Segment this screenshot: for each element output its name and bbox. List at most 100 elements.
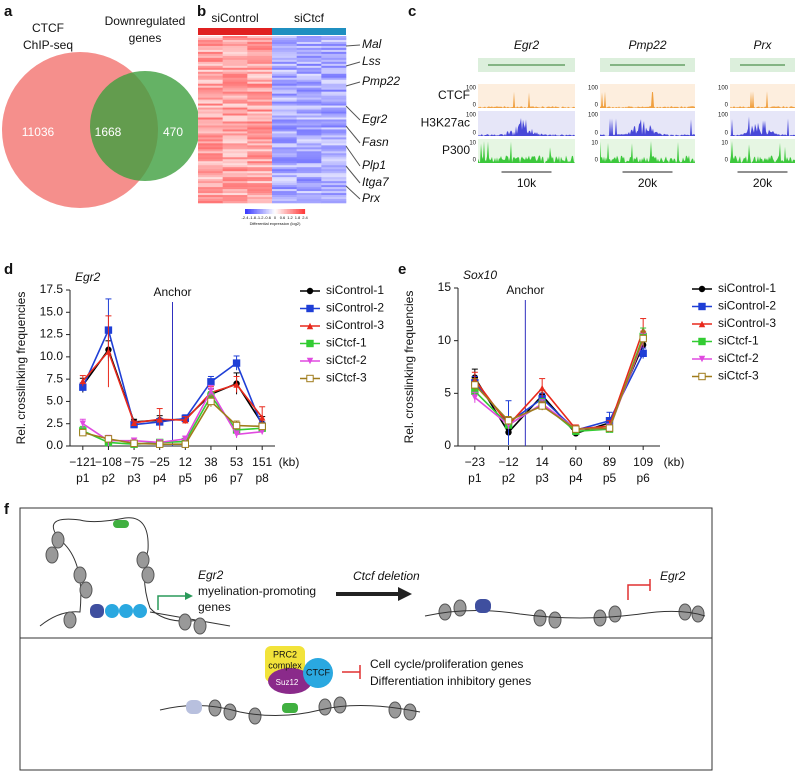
heat-cell (296, 153, 322, 156)
protein (133, 604, 147, 618)
heat-cell (198, 57, 223, 61)
colorbar-label: Differential expression (log2) (250, 221, 302, 226)
heat-cell (198, 133, 223, 136)
nucleosome (79, 581, 93, 599)
x-position-label: p2 (102, 471, 116, 485)
colorbar-tick: 1.8 (295, 215, 301, 220)
heat-cell (198, 185, 223, 188)
heat-cell (272, 135, 297, 138)
heat-cell (222, 57, 248, 61)
gene-pointer (345, 125, 361, 144)
track-max: 100 (466, 113, 477, 119)
heat-cell (321, 115, 347, 118)
gene-label: Itga7 (362, 175, 390, 189)
venn-label: CTCF (32, 21, 64, 35)
heat-cell (272, 183, 297, 186)
nucleosome (73, 566, 87, 584)
heat-cell (296, 149, 322, 152)
heat-cell (321, 119, 347, 122)
heat-cell (296, 71, 322, 75)
heat-cell (272, 77, 297, 81)
heat-cell (272, 149, 297, 152)
y-axis-label: Rel. crosslinking frequencies (14, 292, 28, 445)
heat-cell (272, 179, 297, 182)
heat-cell (222, 61, 248, 65)
series-line (82, 400, 263, 446)
gene-label: myelination-promoting (198, 584, 316, 598)
heat-cell (198, 115, 223, 118)
heat-cell (198, 79, 223, 83)
heat-cell (272, 153, 297, 156)
heat-cell (272, 109, 297, 112)
heat-cell (222, 87, 248, 90)
heat-cell (247, 131, 273, 134)
venn-label: Downregulated (105, 14, 186, 28)
gene-label: Plp1 (362, 158, 386, 172)
legend-label: siControl-2 (718, 299, 776, 313)
x-position-label: p3 (535, 471, 549, 485)
heat-cell (321, 36, 347, 39)
gene-pointer (345, 44, 361, 47)
colorbar-cell (245, 209, 247, 214)
marker (538, 402, 546, 410)
heat-cell (296, 181, 322, 184)
heat-cell (321, 51, 347, 55)
heat-cell (272, 159, 297, 162)
heat-cell (222, 103, 248, 106)
ctcf-protein (303, 658, 333, 688)
nucleosome (608, 605, 622, 623)
heat-cell (321, 179, 347, 182)
heat-cell (321, 157, 347, 160)
marker (105, 348, 112, 355)
colorbar-cell (264, 209, 267, 214)
colorbar-cell (285, 209, 288, 214)
gene-pointer (345, 165, 361, 184)
heat-cell (222, 41, 248, 45)
heat-cell (222, 89, 248, 92)
colorbar-cell (303, 209, 306, 214)
heat-cell (272, 151, 297, 154)
scale-label: 10k (517, 176, 537, 190)
panel-label: a (4, 3, 13, 20)
heat-cell (247, 109, 273, 112)
marker (471, 381, 479, 389)
marker (207, 387, 215, 394)
heat-cell (198, 153, 223, 156)
marker (232, 359, 241, 367)
heat-cell (247, 145, 273, 148)
heat-cell (247, 71, 273, 75)
heat-cell (222, 199, 248, 202)
heat-cell (321, 145, 347, 148)
venn-label: genes (129, 31, 162, 45)
heat-cell (198, 137, 223, 140)
heat-cell (296, 141, 322, 144)
y-tick-label: 0.0 (46, 438, 63, 452)
colorbar-tick: -1.2 (257, 215, 265, 220)
heat-cell (296, 175, 322, 178)
heat-cell (222, 91, 248, 94)
heat-cell (321, 55, 347, 59)
heat-cell (296, 157, 322, 160)
legend-marker (698, 355, 706, 363)
heat-cell (222, 155, 248, 158)
x-tick-label: 151 (252, 455, 272, 469)
heat-cell (247, 91, 273, 94)
track-bg (600, 84, 695, 108)
heat-cell (247, 97, 273, 100)
gene-pointer (345, 185, 361, 200)
heat-cell (296, 117, 322, 120)
heat-cell (247, 93, 273, 96)
track-bg (600, 139, 695, 163)
x-position-label: p6 (636, 471, 650, 485)
heat-cell (321, 67, 347, 71)
marker (258, 422, 266, 431)
marker (233, 381, 240, 388)
heat-cell (222, 43, 248, 47)
annotation: Anchor (153, 285, 191, 299)
heat-cell (296, 187, 322, 190)
heat-cell (296, 135, 322, 138)
heat-cell (272, 199, 297, 202)
track-gene: Prx (754, 38, 773, 52)
heat-cell (296, 81, 322, 85)
marker (605, 424, 614, 432)
